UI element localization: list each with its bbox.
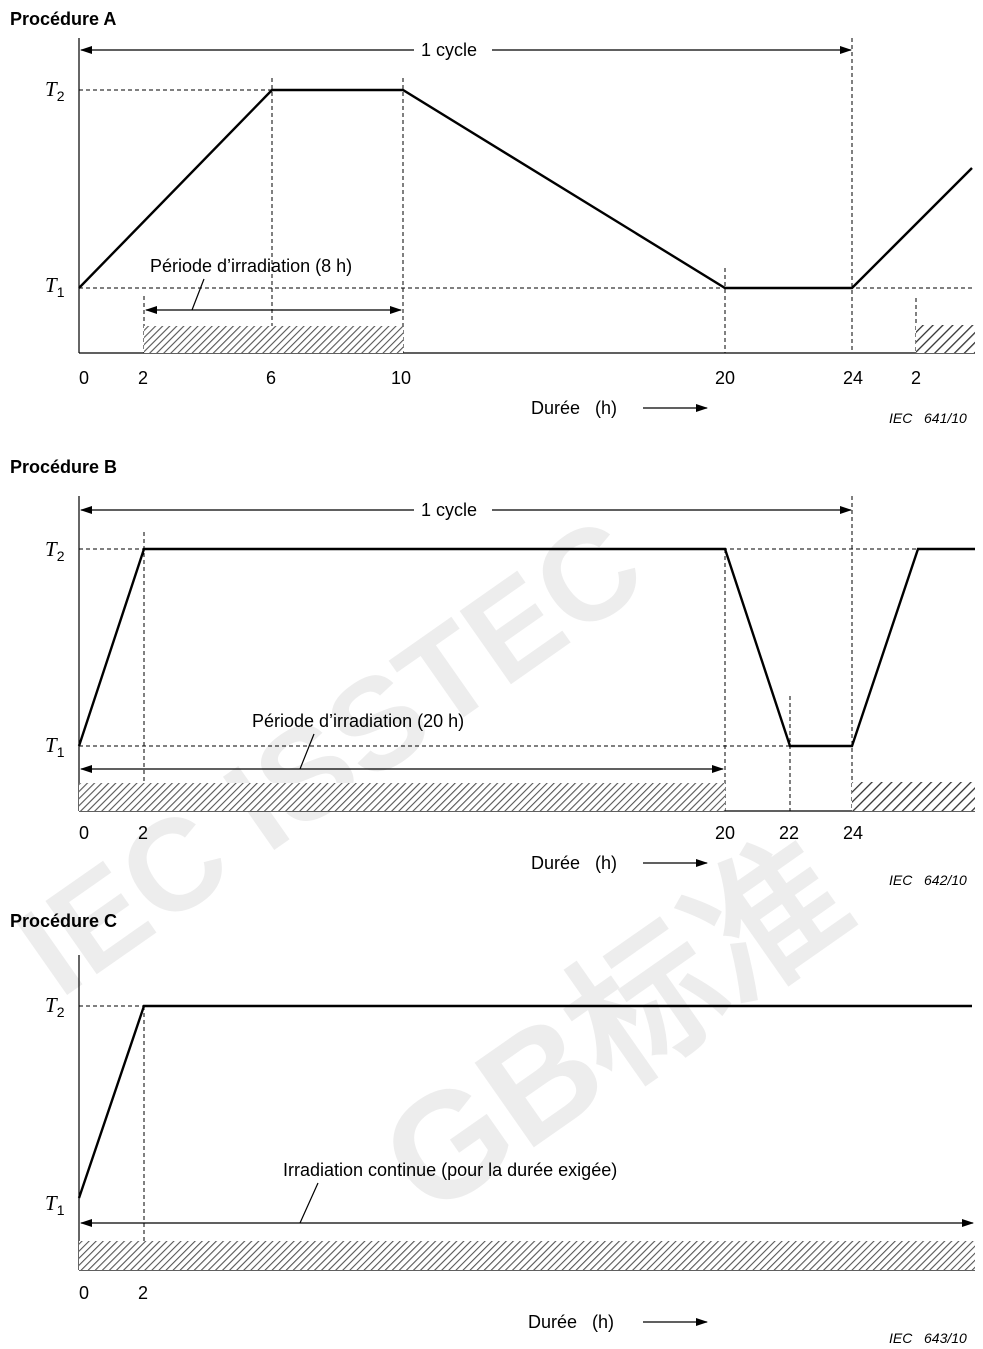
irradiation-label: Période d’irradiation (20 h) bbox=[252, 711, 464, 731]
watermark-text-2: GB标准 bbox=[352, 807, 878, 1246]
procedure-c: Procédure C T2 T1 Irradiation continue (… bbox=[10, 911, 975, 1346]
cycle-label: 1 cycle bbox=[421, 500, 477, 520]
figure-id: IEC 643/10 bbox=[889, 1330, 967, 1346]
figure-id: IEC 642/10 bbox=[889, 872, 967, 888]
tick-0: 0 bbox=[79, 1283, 89, 1303]
t1-label: T1 bbox=[45, 273, 65, 300]
tick-6: 6 bbox=[266, 368, 276, 388]
t1-label: T1 bbox=[45, 733, 65, 760]
cycle-label-bg bbox=[414, 40, 492, 60]
tick-0: 0 bbox=[79, 368, 89, 388]
tick-24: 24 bbox=[843, 368, 863, 388]
irradiation-bar-next bbox=[916, 325, 975, 353]
figure-id: IEC 641/10 bbox=[889, 410, 967, 426]
irradiation-leader bbox=[299, 733, 315, 770]
tick-2: 2 bbox=[138, 368, 148, 388]
irradiation-label: Irradiation continue (pour la durée exig… bbox=[283, 1160, 617, 1180]
procedure-a-heading: Procédure A bbox=[10, 9, 116, 29]
tick-0: 0 bbox=[79, 823, 89, 843]
irradiation-bar-next bbox=[852, 782, 975, 811]
t1-label: T1 bbox=[45, 1191, 65, 1218]
procedure-b: Procédure B 1 cycle T2 T1 Période d’irra… bbox=[10, 457, 975, 888]
tick-20: 20 bbox=[715, 823, 735, 843]
cycle-label-bg bbox=[414, 500, 492, 520]
procedure-b-heading: Procédure B bbox=[10, 457, 117, 477]
procedure-a: Procédure A 1 cycle T2 T1 Période d’irra… bbox=[10, 9, 975, 426]
tick-2: 2 bbox=[138, 823, 148, 843]
cycle-label: 1 cycle bbox=[421, 40, 477, 60]
procedure-c-heading: Procédure C bbox=[10, 911, 117, 931]
t2-label: T2 bbox=[45, 993, 65, 1020]
irradiation-leader bbox=[299, 1182, 319, 1224]
tick-24: 24 bbox=[843, 823, 863, 843]
x-axis-label: Durée (h) bbox=[531, 398, 617, 418]
x-axis-label: Durée (h) bbox=[531, 853, 617, 873]
t2-label: T2 bbox=[45, 537, 65, 564]
watermark-text-1: IEC ISSTEC bbox=[0, 489, 668, 1023]
tick-10: 10 bbox=[391, 368, 411, 388]
temperature-curve bbox=[77, 547, 975, 748]
tick-22: 22 bbox=[779, 823, 799, 843]
t2-label: T2 bbox=[45, 77, 65, 104]
temperature-curve bbox=[78, 88, 973, 290]
watermark: IEC ISSTEC GB标准 bbox=[0, 489, 878, 1246]
tick-2: 2 bbox=[138, 1283, 148, 1303]
tick-2-next: 2 bbox=[911, 368, 921, 388]
x-axis-label: Durée (h) bbox=[528, 1312, 614, 1332]
irradiation-leader bbox=[191, 278, 205, 311]
irradiation-bar bbox=[79, 1241, 975, 1270]
temperature-curve bbox=[77, 1004, 972, 1199]
irradiation-bar bbox=[144, 326, 403, 353]
tick-20: 20 bbox=[715, 368, 735, 388]
irradiation-bar bbox=[79, 783, 725, 811]
irradiation-label: Période d’irradiation (8 h) bbox=[150, 256, 352, 276]
